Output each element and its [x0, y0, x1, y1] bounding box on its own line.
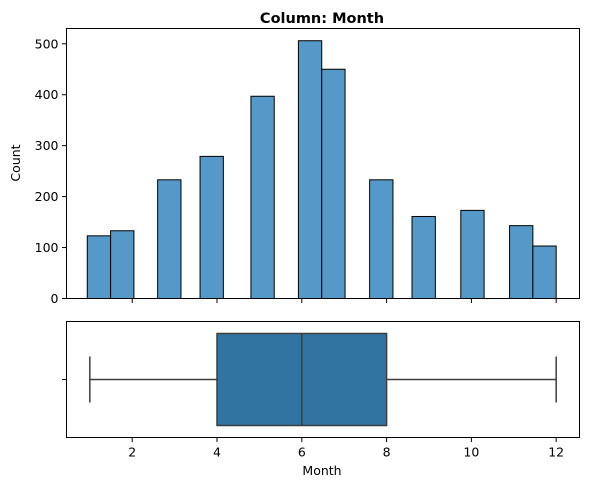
histogram-bar	[297, 40, 323, 299]
x-axis: 2 4 6 8 10 12	[128, 437, 564, 460]
x-tick-label: 6	[298, 445, 306, 460]
boxplot-elements	[89, 332, 557, 427]
histogram-bar	[157, 179, 182, 299]
x-axis-label: Month	[302, 463, 341, 478]
y-axis-label: Count	[8, 144, 23, 181]
histogram-bars	[86, 40, 557, 299]
histogram-bar	[199, 155, 224, 299]
y-tick-label: 100	[35, 240, 59, 255]
x-tick-label: 12	[548, 445, 564, 460]
histogram-x-ticks	[131, 298, 557, 303]
histogram-bar	[250, 95, 275, 299]
x-tick-label: 10	[463, 445, 479, 460]
histogram-bar	[86, 235, 112, 299]
histogram-y-axis: 0 100 200 300 400 500	[35, 36, 67, 306]
y-tick-label: 500	[35, 36, 59, 51]
histogram-bar	[411, 215, 436, 299]
y-tick-label: 400	[35, 87, 59, 102]
histogram-bar	[321, 68, 346, 299]
histogram-bar	[532, 245, 557, 299]
histogram-plot: 0 100 200 300 400 500 Count	[8, 28, 580, 306]
x-tick-label: 4	[213, 445, 221, 460]
y-tick-label: 0	[51, 291, 59, 306]
histogram-bar	[110, 230, 135, 299]
boxplot: 2 4 6 8 10 12 Month	[62, 321, 580, 478]
y-tick-label: 300	[35, 138, 59, 153]
y-tick-label: 200	[35, 189, 59, 204]
chart-title: Column: Month	[260, 11, 384, 27]
histogram-bar	[369, 179, 394, 299]
x-tick-label: 8	[383, 445, 391, 460]
histogram-bar	[509, 225, 534, 299]
histogram-bar	[460, 209, 485, 299]
x-tick-label: 2	[128, 445, 136, 460]
